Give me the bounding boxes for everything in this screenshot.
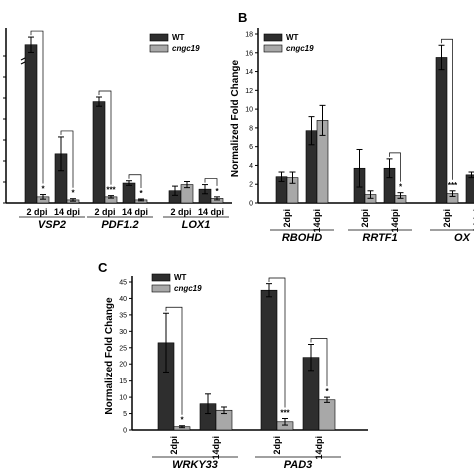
- comparison-bracket: [98, 90, 112, 185]
- y-tick-label: 8: [249, 125, 253, 132]
- y-tick-label: 16: [245, 50, 253, 57]
- comparison-bracket: [268, 277, 286, 408]
- x-tick-label: 2 dpi: [94, 207, 115, 217]
- x-tick-label: 2 dpi: [26, 207, 47, 217]
- y-axis-title: Normalized Fold Change: [230, 59, 241, 177]
- significance-label: *: [215, 187, 219, 196]
- y-tick-label: 6: [249, 144, 253, 151]
- legend-swatch: [149, 33, 169, 42]
- wt-bar: [24, 44, 38, 204]
- y-tick-label: 20: [119, 362, 127, 369]
- x-tick-label: 2dpi: [442, 209, 452, 228]
- y-axis-title: Normalized Fold Change: [104, 297, 115, 415]
- y-tick-label: 35: [119, 312, 127, 319]
- wt-bar: [92, 101, 106, 204]
- comparison-bracket: [310, 338, 328, 387]
- gene-label: OX: [454, 232, 471, 244]
- significance-label: *: [180, 416, 184, 425]
- y-tick-label: 5: [123, 411, 127, 418]
- gene-label: PDF1.2: [101, 219, 138, 231]
- wt-bar: [465, 174, 474, 204]
- x-tick-label: 2dpi: [282, 209, 292, 228]
- significance-label: ***: [280, 408, 290, 417]
- y-tick-label: 0: [249, 201, 253, 208]
- x-tick-label: 14dpi: [472, 209, 474, 233]
- x-tick-label: 2dpi: [169, 436, 179, 455]
- x-tick-label: 14dpi: [211, 436, 221, 460]
- x-tick-label: 2dpi: [272, 436, 282, 455]
- y-tick-label: 15: [119, 378, 127, 385]
- x-tick-label: 14 dpi: [54, 207, 80, 217]
- legend-swatch: [151, 284, 171, 293]
- gene-label: VSP2: [38, 219, 66, 231]
- wt-bar: [260, 289, 278, 431]
- legend-swatch: [263, 33, 283, 42]
- panel-c: C 0 5 10 15 20 25 30 35 40 45 Normalized Fold Chang…: [98, 260, 368, 471]
- x-tick-label: 14dpi: [314, 436, 324, 460]
- gene-label: RRTF1: [362, 232, 397, 244]
- mutant-bar: [318, 399, 336, 431]
- y-tick-label: 10: [245, 107, 253, 114]
- wt-bar: [435, 57, 448, 204]
- legend-label: WT: [174, 273, 187, 282]
- comparison-bracket: [128, 174, 142, 189]
- y-tick-label: 4: [249, 163, 253, 170]
- legend-label: WT: [172, 33, 185, 42]
- panel-a: WT cngc19 * 2 dpi * 14 dpi VSP2 *** 2 dpi * 14 dpi…: [3, 28, 232, 231]
- y-tick-label: 0: [123, 428, 127, 435]
- gene-label: LOX1: [182, 219, 211, 231]
- legend-label: cngc19: [174, 284, 202, 293]
- panel-b: B 0 2 4 6 8 10 12 14 16 18 Normalized Fold Change WT…: [230, 10, 474, 244]
- x-tick-label: 2 dpi: [170, 207, 191, 217]
- y-tick-label: 2: [249, 182, 253, 189]
- x-tick-label: 2dpi: [360, 209, 370, 228]
- x-tick-label: 14 dpi: [122, 207, 148, 217]
- y-tick-label: 14: [245, 69, 253, 76]
- y-tick-label: 12: [245, 88, 253, 95]
- significance-label: *: [41, 185, 45, 194]
- y-tick-label: 18: [245, 32, 253, 39]
- significance-label: *: [399, 183, 403, 192]
- legend-swatch: [151, 273, 171, 282]
- significance-label: ***: [106, 186, 116, 195]
- comparison-bracket: [441, 38, 453, 180]
- comparison-bracket: [389, 152, 401, 182]
- x-tick-label: 14 dpi: [198, 207, 224, 217]
- comparison-bracket: [60, 130, 74, 188]
- comparison-bracket: [165, 306, 183, 415]
- significance-label: *: [325, 387, 329, 396]
- significance-label: *: [139, 189, 143, 198]
- gene-label: RBOHD: [282, 232, 322, 244]
- gene-label: WRKY33: [172, 459, 218, 471]
- panel-letter: C: [98, 260, 108, 275]
- y-tick-label: 40: [119, 296, 127, 303]
- y-tick-label: 30: [119, 329, 127, 336]
- legend-swatch: [263, 44, 283, 53]
- x-tick-label: 14dpi: [312, 209, 322, 233]
- panel-letter: B: [238, 10, 247, 25]
- significance-label: *: [71, 189, 75, 198]
- y-tick-label: 45: [119, 280, 127, 287]
- x-tick-label: 14dpi: [390, 209, 400, 233]
- significance-label: ***: [448, 181, 458, 190]
- wt-bar: [122, 182, 136, 204]
- comparison-bracket: [204, 178, 218, 186]
- y-tick-label: 10: [119, 395, 127, 402]
- legend-label: cngc19: [286, 44, 314, 53]
- gene-label: PAD3: [284, 459, 313, 471]
- legend-label: cngc19: [172, 44, 200, 53]
- y-tick-label: 25: [119, 345, 127, 352]
- comparison-bracket: [30, 30, 44, 184]
- legend-label: WT: [286, 33, 299, 42]
- legend-swatch: [149, 44, 169, 53]
